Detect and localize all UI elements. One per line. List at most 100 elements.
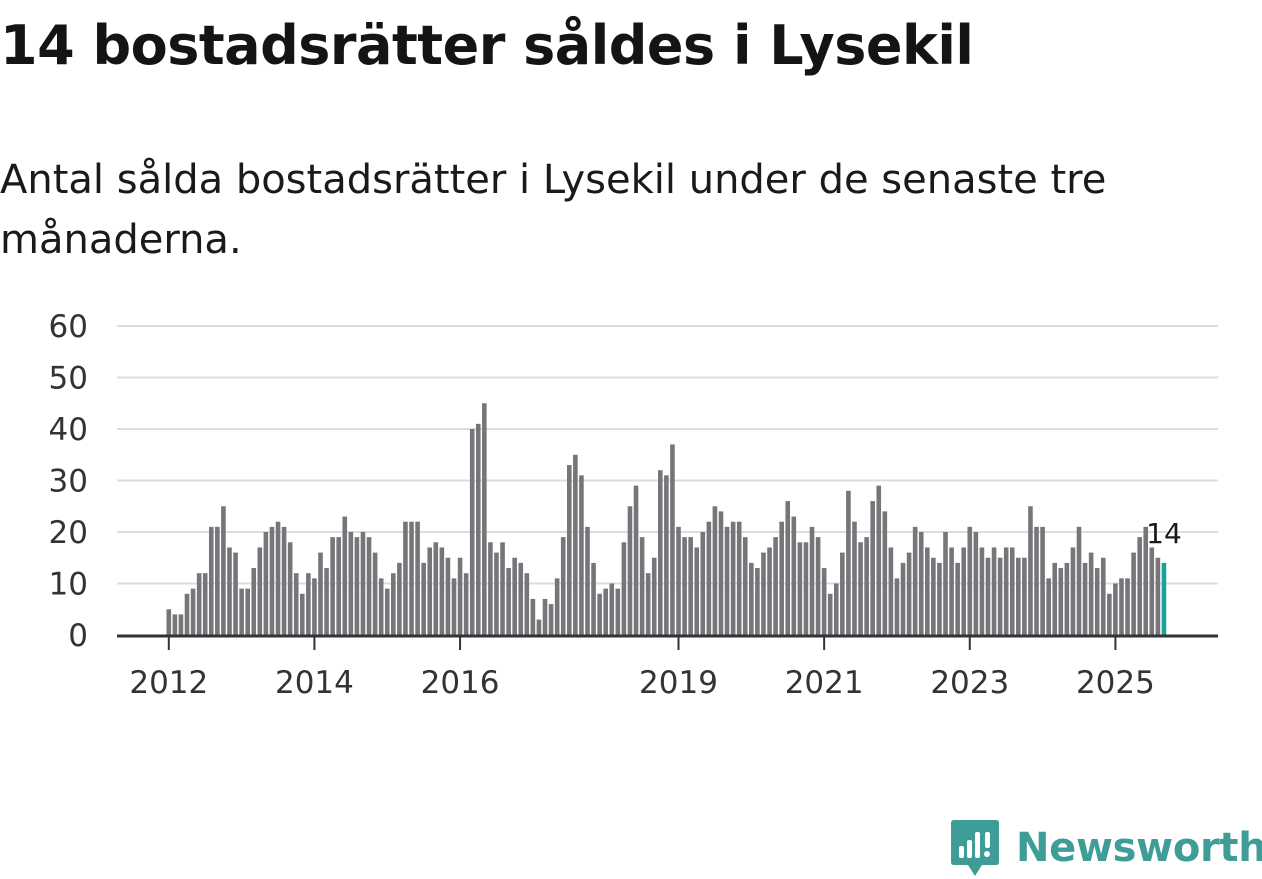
bar	[821, 568, 827, 635]
x-tick-label-2021: 2021	[785, 665, 864, 701]
bar	[894, 578, 900, 635]
bar	[1034, 526, 1039, 635]
bar	[166, 609, 172, 635]
bar	[664, 475, 669, 635]
bar	[190, 588, 196, 635]
bar	[761, 552, 766, 635]
bar	[1046, 578, 1051, 635]
bar	[803, 542, 809, 635]
bar	[184, 593, 190, 635]
y-tick-label-60: 60	[49, 309, 88, 345]
bar	[215, 526, 220, 635]
bar	[1088, 552, 1094, 635]
bar	[372, 552, 378, 635]
bar	[366, 537, 372, 635]
bar	[985, 557, 991, 635]
bar	[712, 506, 718, 635]
bar	[767, 547, 772, 635]
bar	[730, 521, 736, 635]
bar	[651, 557, 657, 635]
bar	[1113, 583, 1118, 635]
bar	[469, 429, 475, 635]
bar	[1125, 578, 1130, 635]
y-axis-ticks: 0 10 20 30 40 50 60	[49, 309, 88, 654]
bar	[979, 547, 985, 635]
page-title: 14 bostadsrätter såldes i Lysekil	[0, 14, 974, 77]
newsworthy-logo-icon	[951, 820, 999, 876]
bar	[178, 614, 184, 635]
bar	[573, 454, 578, 635]
bar	[797, 542, 803, 635]
bar	[615, 588, 621, 635]
bar	[791, 516, 797, 635]
bar	[888, 547, 894, 635]
bar	[706, 521, 712, 635]
bar	[475, 423, 481, 635]
bar	[439, 547, 445, 635]
last-value-label: 14	[1146, 517, 1182, 550]
x-tick-label-2025: 2025	[1076, 665, 1155, 701]
bar	[524, 573, 530, 635]
bar	[506, 568, 511, 635]
bar	[348, 532, 354, 635]
bar	[670, 444, 675, 635]
bar	[1100, 557, 1106, 635]
bar	[1094, 568, 1100, 635]
chart-subtitle: Antal sålda bostadsrätter i Lysekil unde…	[0, 157, 1107, 263]
bar	[342, 516, 348, 635]
bar	[227, 547, 232, 635]
bar	[560, 537, 566, 635]
bar	[591, 562, 596, 635]
bar	[1064, 562, 1070, 635]
bar	[749, 562, 754, 635]
bar	[973, 532, 979, 635]
y-tick-label-50: 50	[49, 361, 88, 397]
bar	[354, 537, 360, 635]
bar	[785, 501, 791, 635]
bar	[609, 583, 615, 635]
bar	[330, 537, 335, 635]
bar	[676, 526, 681, 635]
bar	[949, 547, 954, 635]
bar	[172, 614, 178, 635]
bar	[639, 537, 645, 635]
bar	[1058, 568, 1064, 635]
bar	[239, 588, 244, 635]
bar	[1028, 506, 1033, 635]
bar	[1131, 552, 1136, 635]
bar	[494, 552, 499, 635]
bar	[827, 593, 833, 635]
y-tick-label-30: 30	[49, 464, 88, 500]
bar	[912, 526, 918, 635]
bar	[409, 521, 414, 635]
bar	[403, 521, 408, 635]
bar	[542, 598, 548, 635]
bar	[906, 552, 912, 635]
bar	[1003, 547, 1009, 635]
bar	[882, 511, 888, 635]
bar	[967, 526, 973, 635]
bar	[925, 547, 930, 635]
bar	[809, 526, 815, 635]
bar	[1149, 547, 1155, 635]
bar	[773, 537, 778, 635]
bar-latest	[1161, 562, 1167, 635]
bar	[718, 511, 724, 635]
bar	[397, 562, 402, 635]
bar	[900, 562, 906, 635]
bar	[548, 604, 554, 635]
bar	[451, 578, 457, 635]
bar	[512, 557, 517, 635]
bar	[864, 537, 869, 635]
newsworthy-logo: Newsworthy	[950, 818, 1262, 878]
x-tick-label-2016: 2016	[421, 665, 500, 701]
bar	[269, 526, 275, 635]
y-tick-label-20: 20	[49, 515, 88, 551]
bar	[1082, 562, 1088, 635]
bar	[852, 521, 857, 635]
bar	[360, 532, 366, 635]
bar	[627, 506, 633, 635]
bar	[870, 501, 875, 635]
bar	[815, 537, 821, 635]
bar	[1119, 578, 1124, 635]
